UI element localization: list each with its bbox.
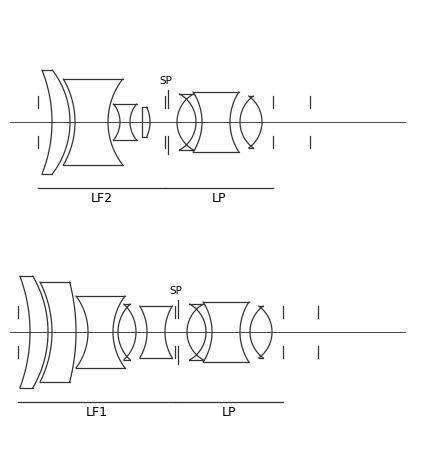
Text: SP: SP bbox=[170, 286, 182, 296]
Text: LF1: LF1 bbox=[86, 406, 108, 419]
Text: LP: LP bbox=[212, 192, 226, 205]
Text: SP: SP bbox=[160, 76, 173, 86]
Text: LP: LP bbox=[222, 406, 236, 419]
Text: LF2: LF2 bbox=[90, 192, 113, 205]
